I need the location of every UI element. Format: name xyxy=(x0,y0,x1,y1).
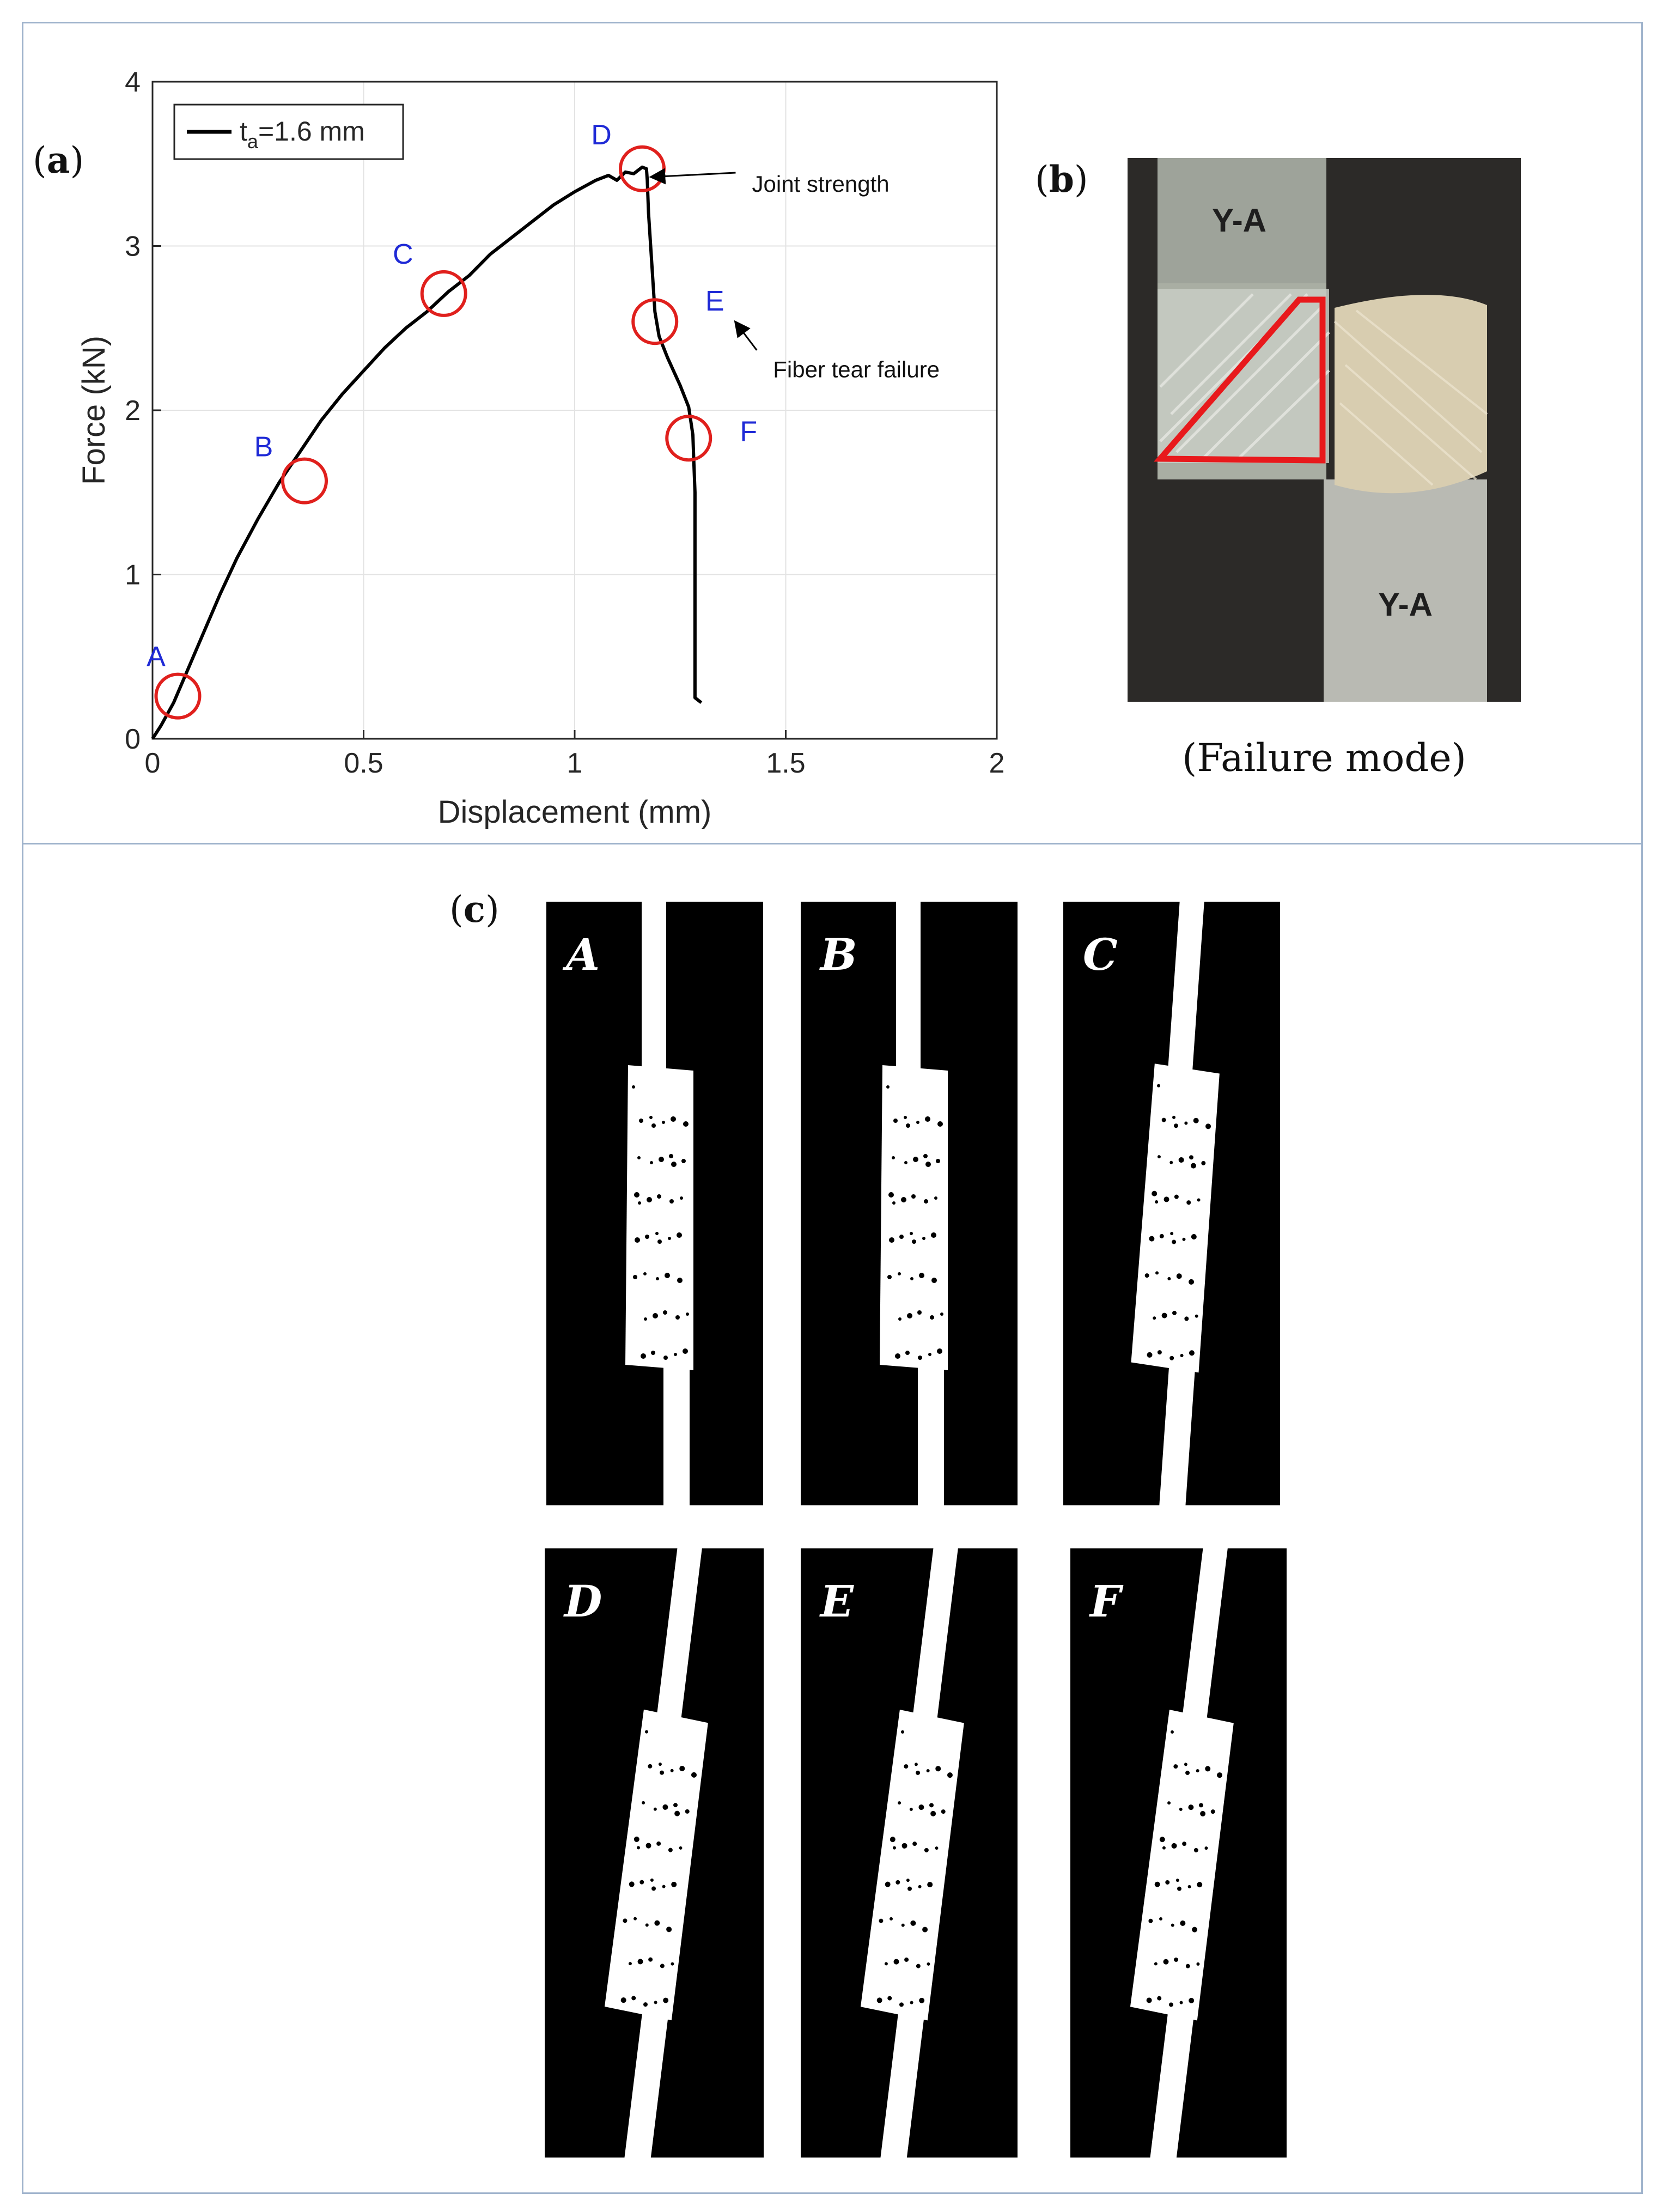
point-marker-e xyxy=(631,298,679,345)
point-markers: A B C D E F xyxy=(147,119,757,720)
dic-tile-d: D xyxy=(545,1548,764,2158)
dic-tile-f: F xyxy=(1070,1548,1287,2158)
point-marker-b xyxy=(281,457,328,505)
point-label-f: F xyxy=(740,416,757,447)
legend: ta=1.6 mm xyxy=(173,104,404,160)
annotation-text: Fiber tear failure xyxy=(773,357,940,382)
specimen-silhouette xyxy=(860,1548,964,2158)
failure-mode-photo: Y-A Y-A xyxy=(1128,158,1521,702)
annotation-text: Joint strength xyxy=(752,171,890,197)
point-label-c: C xyxy=(393,239,413,270)
panel-b-label: (b) xyxy=(1035,158,1088,200)
force-displacement-chart: 0 0.5 1 1.5 2 0 1 2 3 4 A B C D E F Joint strength Fibe… xyxy=(76,66,1004,830)
legend-label: ta=1.6 mm xyxy=(240,116,365,153)
annotation-arrow xyxy=(649,168,736,185)
y-axis-label: Force (kN) xyxy=(76,336,112,485)
dic-tile-label: B xyxy=(820,929,857,980)
specimen-silhouette xyxy=(604,1548,708,2158)
y-tick-label: 1 xyxy=(125,560,141,591)
point-marker-a xyxy=(154,672,202,720)
x-tick-label: 0 xyxy=(145,748,161,779)
specimen-illustration: Y-A Y-A xyxy=(1128,158,1521,702)
lower-adherend xyxy=(1324,479,1487,702)
x-tick-label: 1 xyxy=(567,748,583,779)
specimen-silhouette xyxy=(880,902,948,1505)
dic-tile-label: C xyxy=(1083,929,1118,980)
point-label-a: A xyxy=(147,641,166,673)
y-tick-label: 3 xyxy=(125,231,141,263)
specimen-silhouette xyxy=(625,902,693,1505)
dic-tile-label: F xyxy=(1090,1576,1121,1627)
failure-mode-caption: (Failure mode) xyxy=(1182,736,1466,780)
y-tick-label: 4 xyxy=(125,66,141,98)
annotations: Joint strength Fiber tear failure xyxy=(649,168,940,382)
x-axis-label: Displacement (mm) xyxy=(438,794,712,830)
x-tick-label: 2 xyxy=(989,748,1005,779)
specimen-silhouette xyxy=(1131,902,1220,1505)
force-curve-line xyxy=(151,165,703,740)
point-label-b: B xyxy=(254,432,273,463)
panel-c-label: (c) xyxy=(449,888,499,931)
dic-tile-label: E xyxy=(820,1576,854,1627)
lower-specimen-label: Y-A xyxy=(1378,586,1433,623)
y-tick-label: 2 xyxy=(125,395,141,427)
dic-tile-b: B xyxy=(801,902,1018,1505)
dic-tile-label: A xyxy=(566,929,600,980)
specimen-silhouette xyxy=(1130,1548,1234,2158)
dic-tile-a: A xyxy=(546,902,763,1505)
x-tick-label: 0.5 xyxy=(344,748,383,779)
bottom-panel-frame xyxy=(22,843,1643,2194)
panel-a-label: (a) xyxy=(33,139,84,181)
dic-tile-label: D xyxy=(564,1576,602,1627)
failure-highlight-outline xyxy=(1154,296,1326,464)
point-label-d: D xyxy=(591,119,612,151)
annotation-arrow xyxy=(734,320,758,351)
point-label-e: E xyxy=(705,285,724,317)
ticks: 0 0.5 1 1.5 2 0 1 2 3 4 xyxy=(125,66,1004,779)
upper-specimen-label: Y-A xyxy=(1212,202,1266,239)
dic-tile-c: C xyxy=(1063,902,1280,1505)
adhesive-patch xyxy=(1335,295,1487,494)
x-tick-label: 1.5 xyxy=(766,748,805,779)
dic-tile-e: E xyxy=(801,1548,1018,2158)
point-marker-c xyxy=(420,270,467,317)
y-tick-label: 0 xyxy=(125,724,141,755)
fiber-tear-region xyxy=(1158,289,1329,463)
point-marker-f xyxy=(665,415,712,462)
